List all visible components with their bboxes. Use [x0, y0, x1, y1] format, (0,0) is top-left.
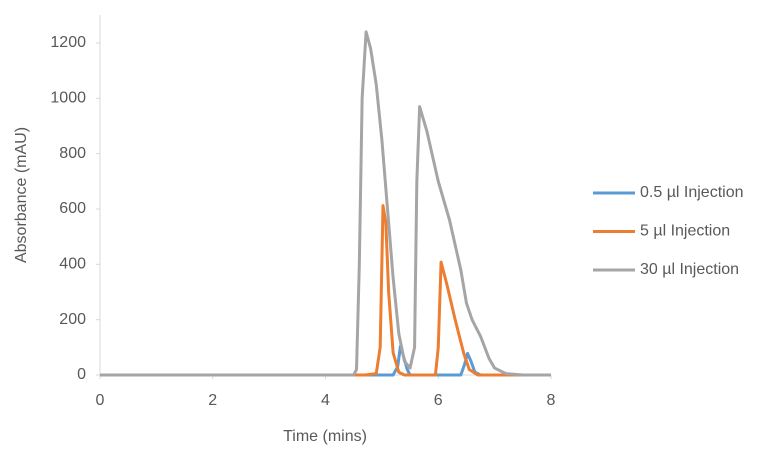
x-axis-label: Time (mins) — [283, 428, 367, 445]
legend-label: 30 µl Injection — [640, 261, 739, 278]
x-tick-label: 6 — [434, 392, 443, 409]
y-tick-label: 400 — [59, 256, 86, 273]
y-tick-label: 1200 — [50, 34, 86, 51]
x-tick-label: 4 — [321, 392, 330, 409]
series-line — [100, 30, 551, 377]
x-tick-label: 8 — [547, 392, 556, 409]
x-tick-label: 2 — [208, 392, 217, 409]
y-tick-label: 800 — [59, 145, 86, 162]
series-line — [100, 344, 551, 377]
y-tick-label: 0 — [77, 366, 86, 383]
legend-label: 0.5 µl Injection — [640, 184, 744, 201]
series-line — [100, 204, 551, 377]
y-axis-label: Absorbance (mAU) — [13, 127, 30, 263]
legend-label: 5 µl Injection — [640, 223, 730, 240]
y-tick-label: 600 — [59, 200, 86, 217]
x-tick-label: 0 — [96, 392, 105, 409]
y-tick-label: 1000 — [50, 90, 86, 107]
y-tick-label: 200 — [59, 311, 86, 328]
